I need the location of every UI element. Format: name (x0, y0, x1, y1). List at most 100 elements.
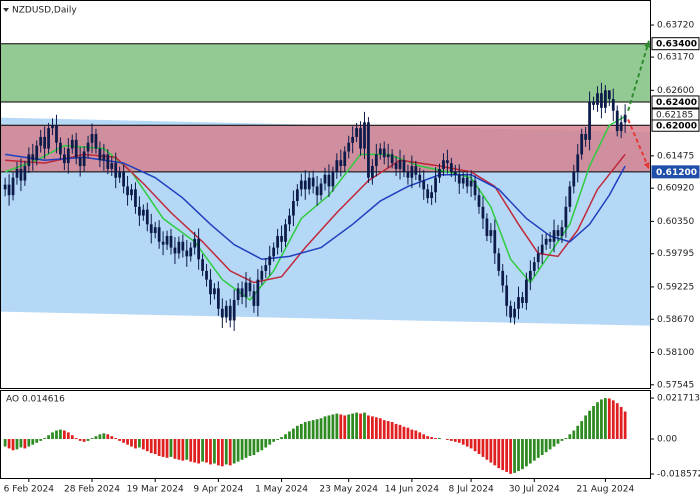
candle-body (453, 171, 457, 175)
ao-bar (27, 438, 31, 447)
axes: 0.63720 0.63170 0.62600 0.61475 0.60920 0.603… (4, 21, 700, 495)
candle-body (228, 305, 232, 321)
candle-body (311, 177, 315, 187)
ao-bar (213, 438, 216, 464)
ao-bar (367, 415, 370, 439)
ao-bar (3, 438, 7, 447)
candle-body (449, 163, 453, 172)
ao-bar (311, 420, 315, 439)
y-tick-label: 0.60920 (657, 184, 694, 194)
candle-body (493, 230, 497, 254)
candle-body (181, 241, 185, 251)
candle-body (446, 160, 449, 164)
ao-bar (552, 438, 556, 447)
moving-average (5, 153, 626, 261)
candle-body (544, 238, 548, 245)
ao-bar (501, 438, 505, 471)
candle-body (303, 180, 307, 190)
ao-bar (422, 434, 426, 439)
ao-bar (611, 400, 615, 439)
ao-bar (264, 438, 268, 448)
ao-bar (418, 432, 422, 439)
candle-body (74, 139, 78, 158)
candle-body (371, 166, 374, 178)
candle-body (268, 256, 272, 266)
candle-body (256, 279, 260, 306)
ao-bar (161, 438, 165, 457)
candle-body (145, 209, 149, 225)
ao-bar (461, 438, 465, 445)
candle-body (7, 184, 11, 196)
ao-bar (481, 438, 485, 457)
candle-body (402, 160, 406, 172)
ao-bar (272, 438, 276, 442)
ao-bar (280, 437, 283, 439)
candle-body (592, 101, 595, 105)
candle-body (114, 163, 118, 178)
candle-body (363, 122, 366, 149)
candle-body (307, 177, 311, 190)
candle-body (240, 288, 244, 298)
candle-body (280, 235, 283, 242)
ao-bar (189, 438, 193, 462)
ao-bar (359, 413, 362, 439)
candle-body (434, 177, 437, 193)
ao-bar (240, 438, 244, 460)
ao-bar (43, 438, 47, 439)
ao-bar (197, 438, 201, 464)
y-tick-label: 0.63720 (657, 21, 694, 31)
ao-bar (449, 438, 453, 441)
candle-body (59, 142, 62, 155)
ao-frame (0, 390, 651, 479)
ao-bar (126, 438, 129, 445)
ao-bar (390, 422, 394, 439)
ao-bar (406, 427, 410, 439)
candle-body (548, 238, 552, 242)
ao-bar (94, 436, 98, 439)
ao-title: AO 0.014616 (6, 395, 65, 405)
candle-body (169, 235, 173, 248)
candle-body (513, 308, 516, 318)
candle-body (323, 174, 327, 184)
ao-bar (564, 438, 568, 439)
ao-bar (114, 438, 118, 439)
candle-body (27, 154, 31, 167)
candle-body (130, 189, 133, 196)
candle-body (335, 160, 339, 172)
candle-body (264, 265, 268, 271)
candle-body (236, 288, 240, 301)
candle-body (461, 177, 465, 184)
candle-body (134, 189, 137, 207)
candle-body (497, 253, 501, 271)
ao-bar (600, 399, 603, 439)
ao-bar (51, 432, 54, 439)
candle-body (406, 171, 410, 178)
candle-body (3, 184, 7, 190)
ao-bar (335, 413, 339, 439)
candle-body (588, 101, 591, 140)
candle-body (457, 174, 461, 184)
ao-bar (327, 415, 331, 439)
candle-body (481, 206, 485, 219)
ao-bar (556, 438, 560, 444)
candle-body (213, 288, 216, 295)
candle-body (521, 297, 524, 303)
candle-body (414, 166, 418, 175)
candle-body (327, 174, 331, 187)
candle-body (141, 209, 145, 216)
ao-bar (588, 410, 591, 439)
ao-bar (153, 438, 157, 455)
ao-bar (351, 413, 355, 439)
ao-bar (374, 417, 378, 439)
ao-bar (110, 436, 114, 439)
moving-average (5, 153, 626, 284)
ao-bar (224, 438, 228, 465)
candle-body (623, 114, 627, 123)
level-label-box (651, 165, 700, 179)
candle-body (477, 195, 481, 207)
y-tick-label: 0.62600 (657, 86, 694, 96)
candle-body (580, 133, 584, 155)
y-tick-label: 0.61475 (657, 151, 694, 161)
ao-bar (607, 398, 611, 439)
candle-body (386, 154, 390, 158)
